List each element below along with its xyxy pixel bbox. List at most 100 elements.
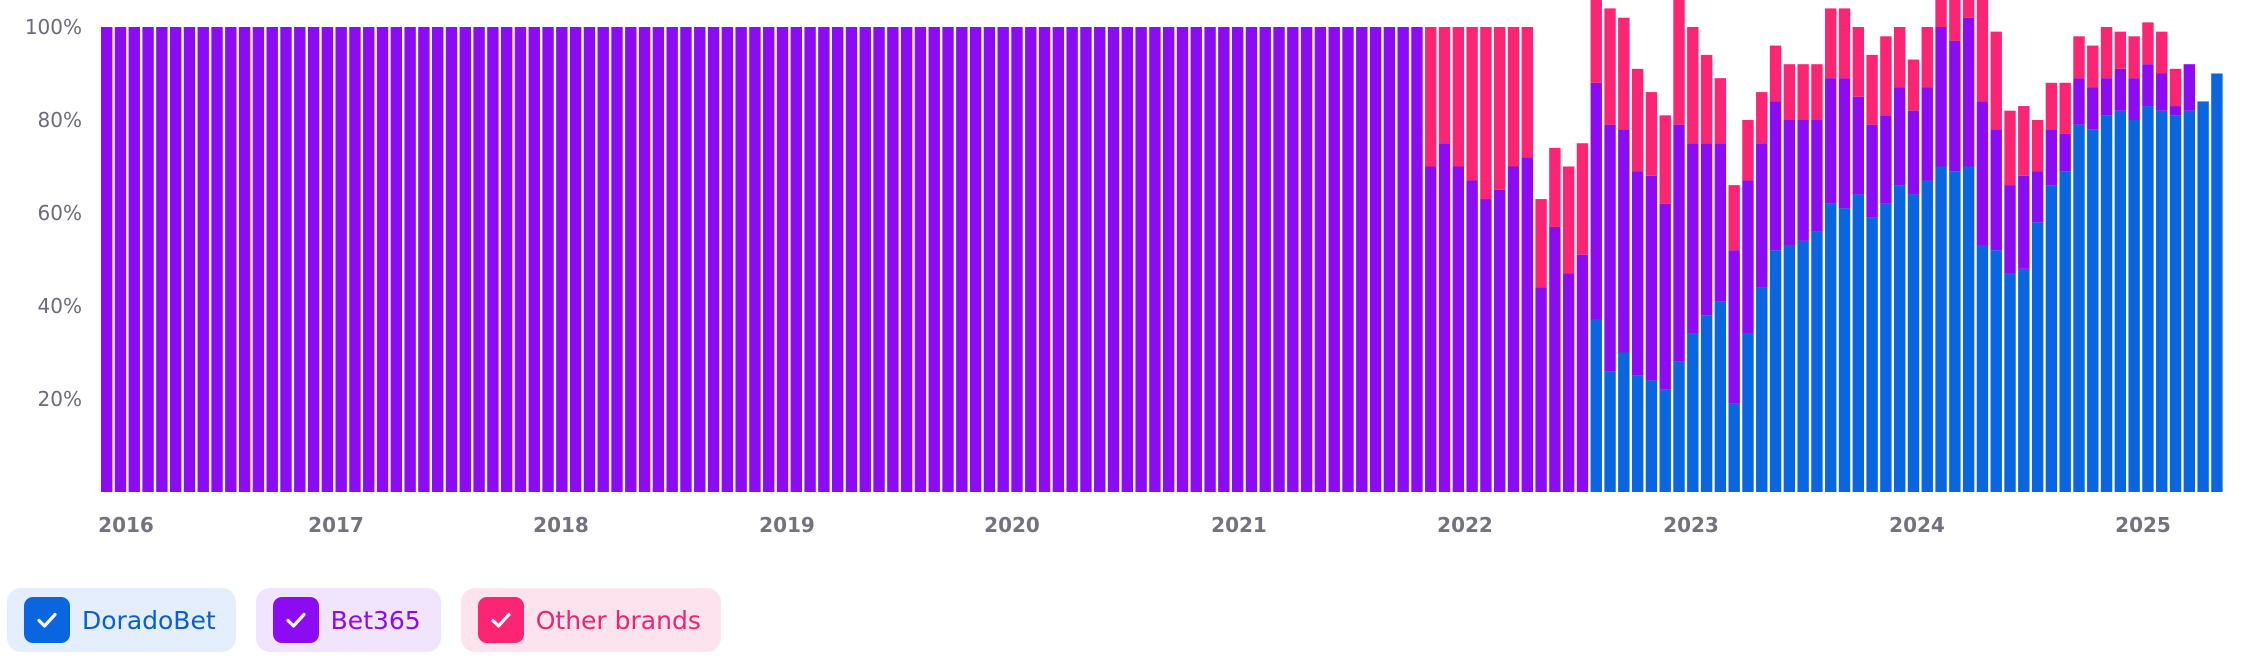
bar-segment-bet365[interactable]	[1314, 27, 1327, 492]
bar-segment-doradobet[interactable]	[1811, 231, 1823, 492]
bar-segment-bet365[interactable]	[1438, 143, 1451, 492]
bar-segment-doradobet[interactable]	[1838, 208, 1851, 492]
bar-segment-doradobet[interactable]	[1935, 166, 1947, 493]
bar-segment-bet365[interactable]	[1466, 180, 1478, 492]
bar-segment-bet365[interactable]	[2128, 78, 2140, 120]
bar-segment-doradobet[interactable]	[1907, 194, 1920, 492]
bar-segment-other-brands[interactable]	[1728, 185, 1740, 251]
bar-segment-bet365[interactable]	[1480, 199, 1492, 493]
bar-segment-bet365[interactable]	[376, 27, 389, 492]
bar-segment-bet365[interactable]	[1990, 129, 2002, 251]
bar-segment-bet365[interactable]	[1659, 203, 1671, 390]
bar-segment-doradobet[interactable]	[1921, 180, 1933, 492]
bar-segment-bet365[interactable]	[680, 27, 692, 492]
bar-segment-bet365[interactable]	[969, 27, 982, 492]
bar-segment-doradobet[interactable]	[1852, 194, 1864, 492]
bar-segment-bet365[interactable]	[845, 27, 858, 492]
bar-segment-bet365[interactable]	[404, 27, 416, 492]
bar-segment-bet365[interactable]	[1521, 157, 1533, 492]
bar-segment-bet365[interactable]	[1259, 27, 1271, 492]
bar-segment-bet365[interactable]	[2114, 68, 2127, 111]
bar-segment-bet365[interactable]	[2059, 133, 2071, 172]
bar-segment-doradobet[interactable]	[2142, 106, 2154, 493]
bar-segment-bet365[interactable]	[1893, 87, 1906, 186]
bar-segment-other-brands[interactable]	[2059, 82, 2071, 134]
bar-segment-bet365[interactable]	[349, 27, 361, 492]
bar-segment-doradobet[interactable]	[1756, 287, 1768, 492]
bar-segment-other-brands[interactable]	[1535, 199, 1547, 288]
bar-segment-other-brands[interactable]	[2045, 82, 2058, 130]
bar-segment-bet365[interactable]	[445, 27, 458, 492]
bar-segment-bet365[interactable]	[142, 27, 154, 492]
bar-segment-bet365[interactable]	[1494, 189, 1506, 492]
bar-segment-other-brands[interactable]	[1797, 64, 1809, 120]
bar-segment-doradobet[interactable]	[2059, 171, 2071, 492]
bar-segment-bet365[interactable]	[2100, 78, 2113, 116]
bar-segment-bet365[interactable]	[818, 27, 830, 492]
bar-segment-bet365[interactable]	[942, 27, 954, 492]
bar-segment-doradobet[interactable]	[1783, 245, 1796, 492]
bar-segment-other-brands[interactable]	[1452, 27, 1465, 167]
bar-segment-other-brands[interactable]	[1852, 27, 1864, 97]
bar-segment-other-brands[interactable]	[2100, 27, 2113, 79]
bar-segment-other-brands[interactable]	[1976, 0, 1989, 102]
bar-segment-other-brands[interactable]	[1425, 27, 1437, 167]
bar-segment-other-brands[interactable]	[1756, 92, 1768, 144]
bar-segment-bet365[interactable]	[1921, 87, 1933, 181]
bar-segment-bet365[interactable]	[583, 27, 596, 492]
bar-segment-doradobet[interactable]	[1825, 203, 1837, 492]
bar-segment-bet365[interactable]	[1838, 78, 1851, 209]
bar-segment-doradobet[interactable]	[1618, 352, 1630, 493]
bar-segment-doradobet[interactable]	[1590, 319, 1602, 492]
bar-segment-other-brands[interactable]	[1521, 27, 1533, 158]
bar-segment-bet365[interactable]	[1728, 250, 1740, 404]
bar-segment-other-brands[interactable]	[1673, 0, 1685, 125]
bar-segment-bet365[interactable]	[914, 27, 927, 492]
bar-segment-doradobet[interactable]	[2183, 110, 2196, 492]
bar-segment-bet365[interactable]	[280, 27, 292, 492]
bar-segment-bet365[interactable]	[1300, 27, 1313, 492]
bar-segment-bet365[interactable]	[638, 27, 651, 492]
bar-segment-bet365[interactable]	[1094, 27, 1106, 492]
bar-segment-bet365[interactable]	[1604, 124, 1616, 372]
bar-segment-bet365[interactable]	[1204, 27, 1216, 492]
bar-segment-bet365[interactable]	[1342, 27, 1354, 492]
bar-segment-other-brands[interactable]	[1618, 17, 1630, 130]
bar-segment-bet365[interactable]	[1383, 27, 1396, 492]
bar-segment-bet365[interactable]	[1880, 115, 1892, 204]
bar-segment-bet365[interactable]	[1149, 27, 1161, 492]
bar-segment-other-brands[interactable]	[1921, 27, 1933, 88]
bar-segment-bet365[interactable]	[487, 27, 499, 492]
bar-segment-doradobet[interactable]	[2114, 110, 2127, 492]
bar-segment-bet365[interactable]	[1797, 120, 1809, 241]
bar-segment-bet365[interactable]	[928, 27, 940, 492]
bar-segment-bet365[interactable]	[197, 27, 209, 492]
bar-segment-bet365[interactable]	[887, 27, 899, 492]
legend-item-other-brands[interactable]: Other brands	[460, 588, 721, 652]
bar-segment-bet365[interactable]	[1687, 143, 1699, 334]
bar-segment-bet365[interactable]	[363, 27, 375, 492]
bar-segment-bet365[interactable]	[2018, 175, 2030, 269]
bar-segment-doradobet[interactable]	[1742, 333, 1754, 492]
bar-segment-doradobet[interactable]	[1645, 380, 1658, 492]
bar-segment-other-brands[interactable]	[2156, 31, 2168, 74]
bar-segment-bet365[interactable]	[1549, 226, 1561, 492]
bar-segment-bet365[interactable]	[266, 27, 278, 492]
bar-segment-bet365[interactable]	[2156, 73, 2168, 111]
bar-segment-other-brands[interactable]	[1949, 0, 1961, 41]
bar-segment-bet365[interactable]	[2169, 106, 2182, 116]
bar-segment-bet365[interactable]	[156, 27, 168, 492]
bar-segment-doradobet[interactable]	[2087, 129, 2099, 493]
bar-segment-bet365[interactable]	[390, 27, 403, 492]
bar-segment-other-brands[interactable]	[1507, 27, 1520, 167]
bar-segment-doradobet[interactable]	[1700, 315, 1713, 492]
legend-item-doradobet[interactable]: DoradoBet	[7, 588, 236, 652]
bar-segment-bet365[interactable]	[556, 27, 568, 492]
bar-segment-doradobet[interactable]	[1797, 240, 1809, 492]
bar-segment-bet365[interactable]	[1025, 27, 1037, 492]
bar-segment-bet365[interactable]	[307, 27, 320, 492]
bar-segment-bet365[interactable]	[1700, 143, 1713, 316]
bar-segment-other-brands[interactable]	[2087, 45, 2099, 88]
bar-segment-other-brands[interactable]	[1687, 27, 1699, 144]
bar-segment-bet365[interactable]	[418, 27, 430, 492]
